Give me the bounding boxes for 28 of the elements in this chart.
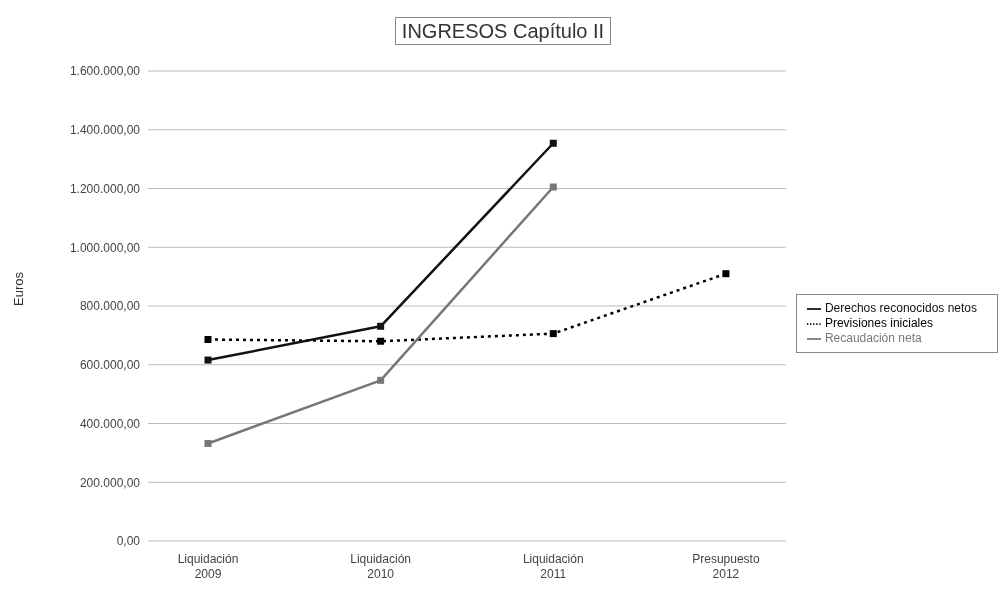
y-tick-label: 200.000,00 — [79, 475, 141, 490]
point — [377, 322, 385, 330]
point — [204, 439, 212, 447]
point — [377, 376, 385, 384]
y-tick-label: 1.200.000,00 — [69, 181, 141, 196]
y-tick-label: 1.000.000,00 — [69, 240, 141, 255]
y-tick-label: 0,00 — [116, 534, 141, 549]
point — [549, 330, 557, 338]
point — [549, 183, 557, 191]
point — [204, 356, 212, 364]
legend-label: Derechos reconocidos netos — [824, 301, 977, 316]
y-tick-label: 1.400.000,00 — [69, 123, 141, 138]
y-tick-label: 400.000,00 — [79, 416, 141, 431]
x-tick-label: Liquidación 2010 — [350, 552, 411, 581]
y-tick-label: 800.000,00 — [79, 299, 141, 314]
point — [549, 139, 557, 147]
legend-label: Recaudación neta — [824, 330, 922, 345]
x-tick-label: Presupuesto 2012 — [692, 552, 760, 581]
legend-label: Previsiones iniciales — [824, 316, 933, 331]
point — [722, 270, 730, 278]
x-tick-label: Liquidación 2009 — [177, 552, 239, 581]
point — [377, 337, 385, 345]
chart-title: INGRESOS Capítulo II — [394, 17, 612, 45]
y-tick-label: 1.600.000,00 — [69, 64, 141, 79]
y-tick-label: 600.000,00 — [79, 358, 141, 373]
y-axis-title: Euros — [10, 271, 26, 306]
point — [204, 335, 212, 343]
x-tick-label: Liquidación 2011 — [522, 552, 584, 581]
